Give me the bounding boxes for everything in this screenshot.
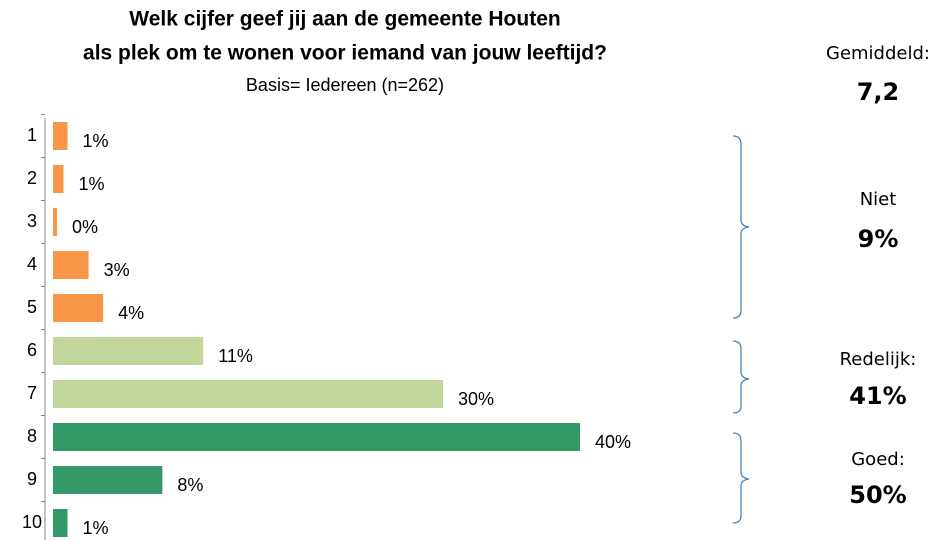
y-tick-label: 3 (27, 211, 37, 231)
data-label: 4% (118, 303, 144, 323)
bar (53, 122, 68, 150)
group-value: 50% (849, 481, 906, 509)
y-tick-label: 8 (27, 426, 37, 446)
y-tick-label: 4 (27, 254, 37, 274)
data-label: 8% (177, 475, 203, 495)
bracket (732, 432, 750, 524)
average-value: 7,2 (857, 78, 900, 106)
y-tick-label: 10 (22, 512, 42, 532)
y-tick-label: 5 (27, 297, 37, 317)
data-label: 1% (82, 518, 108, 538)
data-label: 3% (104, 260, 130, 280)
y-tick-label: 2 (27, 168, 37, 188)
y-tick-label: 9 (27, 469, 37, 489)
bracket (732, 340, 750, 414)
data-label: 30% (458, 389, 494, 409)
average-label: Gemiddeld: (826, 43, 930, 64)
bar (53, 380, 443, 408)
group-label: Goed: (851, 449, 905, 470)
y-tick-label: 7 (27, 383, 37, 403)
y-tick-label: 1 (27, 125, 37, 145)
chart-title: als plek om te wonen voor iemand van jou… (83, 42, 607, 65)
group-value: 41% (849, 382, 906, 410)
bar (53, 337, 204, 365)
bar (53, 509, 68, 537)
chart-subtitle: Basis= Iedereen (n=262) (246, 75, 444, 95)
group-label: Redelijk: (840, 349, 917, 370)
bar (53, 208, 57, 236)
group-label: Niet (860, 189, 897, 210)
bar (53, 294, 104, 322)
data-label: 1% (79, 174, 105, 194)
data-label: 0% (72, 217, 98, 237)
bar (53, 165, 64, 193)
bar (53, 466, 163, 494)
group-value: 9% (858, 225, 899, 253)
y-tick-label: 6 (27, 340, 37, 360)
bar (53, 423, 580, 451)
bar (53, 251, 89, 279)
bracket (732, 135, 750, 319)
data-label: 1% (82, 131, 108, 151)
chart-title: Welk cijfer geef jij aan de gemeente Hou… (129, 8, 560, 31)
data-label: 40% (595, 432, 631, 452)
data-label: 11% (218, 346, 253, 366)
